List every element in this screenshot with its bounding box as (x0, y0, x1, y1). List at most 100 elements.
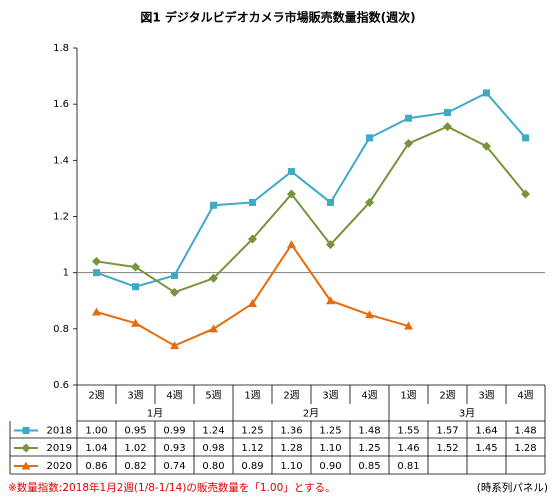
table-value: 1.12 (241, 443, 263, 454)
table-value: 0.89 (241, 461, 263, 472)
point (404, 138, 413, 148)
point (405, 114, 412, 122)
x-tick-label: 2週 (283, 390, 299, 402)
table-value: 0.80 (202, 461, 224, 472)
table-value: 1.64 (475, 426, 497, 437)
x-tick-label: 3週 (322, 390, 338, 402)
point (522, 134, 529, 142)
point (93, 269, 100, 277)
point (287, 189, 296, 199)
point (170, 287, 179, 297)
x-tick-label: 3週 (478, 390, 494, 402)
legend-marker (22, 427, 30, 434)
table-value: 0.81 (397, 461, 419, 472)
table-value: 1.48 (514, 426, 536, 437)
table-value: 0.98 (202, 443, 224, 454)
point (326, 296, 335, 305)
table-value: 1.57 (436, 426, 458, 437)
series-line (96, 125, 527, 294)
legend-label: 2018 (47, 426, 72, 437)
point (327, 198, 334, 206)
point (365, 310, 374, 319)
table-value: 1.36 (280, 426, 302, 437)
point (170, 341, 179, 350)
point (288, 168, 295, 176)
x-tick-label: 4週 (361, 390, 377, 402)
x-tick-label: 1週 (244, 390, 260, 402)
table-value: 1.48 (358, 426, 380, 437)
x-tick-label: 1週 (400, 390, 416, 402)
point (521, 189, 530, 199)
legend-marker (21, 443, 31, 453)
x-tick-label: 2週 (439, 390, 455, 402)
table-value: 1.25 (358, 443, 380, 454)
point (132, 283, 139, 291)
point (444, 109, 451, 117)
series-line (96, 242, 409, 347)
y-tick-label: 0.8 (53, 324, 69, 335)
point (443, 122, 452, 132)
point (209, 324, 218, 333)
table-value: 0.99 (163, 426, 185, 437)
y-tick-label: 1.4 (53, 155, 69, 166)
month-label: 1月 (147, 408, 163, 420)
series-line (96, 91, 527, 288)
footnote: ※数量指数:2018年1月2週(1/8-1/14)の販売数量を「1.00」とする… (8, 481, 335, 494)
table-value: 1.04 (85, 443, 107, 454)
table-value: 1.28 (514, 443, 536, 454)
x-tick-label: 5週 (205, 390, 221, 402)
point (210, 201, 217, 209)
month-label: 2月 (303, 408, 319, 420)
table-value: 1.52 (436, 443, 458, 454)
x-tick-label: 3週 (127, 390, 143, 402)
point (248, 299, 257, 308)
y-tick-label: 1 (63, 268, 69, 279)
legend-label: 2019 (47, 443, 72, 454)
y-tick-label: 1.2 (53, 212, 69, 223)
legend-marker (21, 461, 31, 470)
point (483, 89, 490, 97)
table-value: 0.82 (124, 461, 146, 472)
table-value: 0.93 (163, 443, 185, 454)
y-tick-label: 0.6 (53, 380, 69, 391)
table-value: 1.02 (124, 443, 146, 454)
table-value: 1.10 (319, 443, 341, 454)
point (248, 234, 257, 244)
point (249, 198, 256, 206)
x-tick-label: 4週 (166, 390, 182, 402)
legend-label: 2020 (47, 461, 72, 472)
point (131, 262, 140, 272)
table-value: 1.10 (280, 461, 302, 472)
source: (時系列パネル) (477, 481, 548, 494)
table-value: 1.45 (475, 443, 497, 454)
table-value: 1.55 (397, 426, 419, 437)
table-value: 1.25 (319, 426, 341, 437)
table-value: 0.86 (85, 461, 107, 472)
point (404, 321, 413, 330)
point (171, 271, 178, 279)
table-value: 1.28 (280, 443, 302, 454)
point (92, 256, 101, 266)
point (366, 134, 373, 142)
point (92, 307, 101, 316)
x-tick-label: 4週 (517, 390, 533, 402)
point (365, 197, 374, 207)
month-label: 3月 (459, 408, 475, 420)
table-value: 0.90 (319, 461, 341, 472)
table-value: 1.25 (241, 426, 263, 437)
table-value: 1.46 (397, 443, 419, 454)
point (326, 240, 335, 250)
table-value: 1.24 (202, 426, 224, 437)
point (131, 318, 140, 327)
table-value: 1.00 (85, 426, 107, 437)
point (287, 240, 296, 249)
point (209, 273, 218, 283)
x-tick-label: 2週 (88, 390, 104, 402)
table-value: 0.85 (358, 461, 380, 472)
y-tick-label: 1.8 (53, 43, 69, 54)
point (482, 141, 491, 151)
y-tick-label: 1.6 (53, 99, 69, 110)
chart-title: 図1 デジタルビデオカメラ市場販売数量指数(週次) (140, 10, 415, 25)
table-value: 0.95 (124, 426, 146, 437)
